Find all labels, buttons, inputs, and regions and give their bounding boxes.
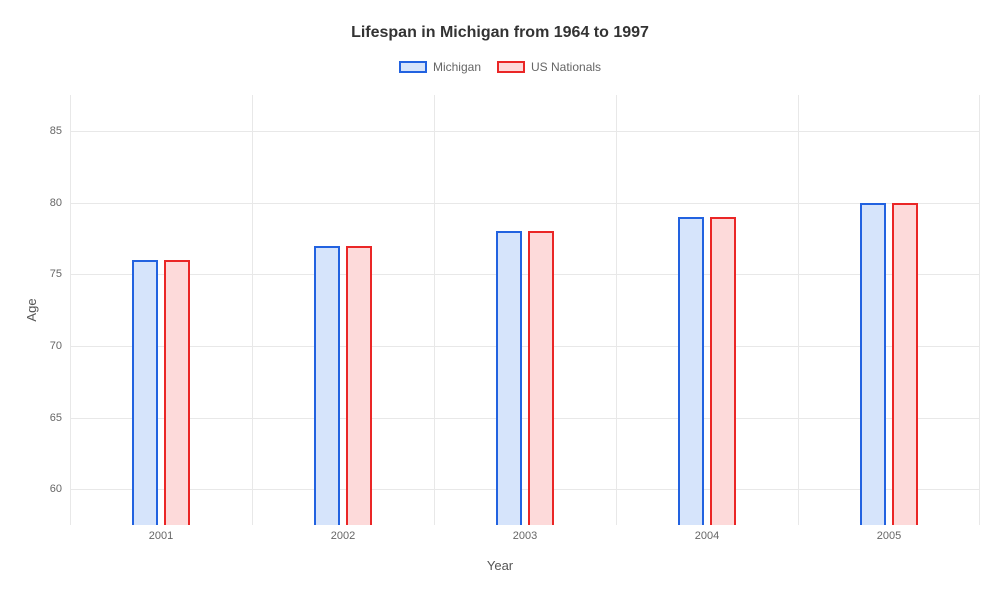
y-tick-label: 80	[50, 197, 62, 209]
bar-michigan[interactable]	[132, 260, 158, 525]
x-tick-label: 2004	[695, 530, 719, 542]
y-tick-label: 70	[50, 340, 62, 352]
grid-line-h	[70, 489, 980, 490]
bar-michigan[interactable]	[314, 246, 340, 526]
legend-item-michigan[interactable]: Michigan	[399, 60, 481, 74]
chart-title: Lifespan in Michigan from 1964 to 1997	[0, 0, 1000, 42]
bar-us-nationals[interactable]	[528, 231, 554, 525]
legend: Michigan US Nationals	[0, 60, 1000, 74]
legend-swatch-michigan	[399, 61, 427, 73]
grid-line-v	[70, 95, 71, 525]
bar-us-nationals[interactable]	[892, 203, 918, 526]
legend-label: Michigan	[433, 60, 481, 74]
x-axis-title: Year	[487, 558, 513, 573]
grid-line-h	[70, 131, 980, 132]
grid-line-h	[70, 203, 980, 204]
bar-us-nationals[interactable]	[346, 246, 372, 526]
legend-swatch-us-nationals	[497, 61, 525, 73]
x-tick-label: 2003	[513, 530, 537, 542]
grid-line-h	[70, 346, 980, 347]
bar-us-nationals[interactable]	[710, 217, 736, 525]
grid-line-v	[616, 95, 617, 525]
grid-line-h	[70, 274, 980, 275]
y-tick-label: 85	[50, 125, 62, 137]
x-tick-label: 2002	[331, 530, 355, 542]
grid-line-h	[70, 418, 980, 419]
legend-label: US Nationals	[531, 60, 601, 74]
bar-michigan[interactable]	[496, 231, 522, 525]
bar-michigan[interactable]	[860, 203, 886, 526]
chart-container: Lifespan in Michigan from 1964 to 1997 M…	[0, 0, 1000, 600]
bar-michigan[interactable]	[678, 217, 704, 525]
grid-line-v	[798, 95, 799, 525]
plot-area	[70, 95, 980, 525]
x-tick-label: 2001	[149, 530, 173, 542]
grid-line-v	[434, 95, 435, 525]
grid-line-v	[979, 95, 980, 525]
y-tick-label: 65	[50, 412, 62, 424]
y-tick-label: 60	[50, 483, 62, 495]
y-axis-title: Age	[24, 298, 39, 321]
y-tick-label: 75	[50, 268, 62, 280]
grid-line-v	[252, 95, 253, 525]
legend-item-us-nationals[interactable]: US Nationals	[497, 60, 601, 74]
x-tick-label: 2005	[877, 530, 901, 542]
bar-us-nationals[interactable]	[164, 260, 190, 525]
